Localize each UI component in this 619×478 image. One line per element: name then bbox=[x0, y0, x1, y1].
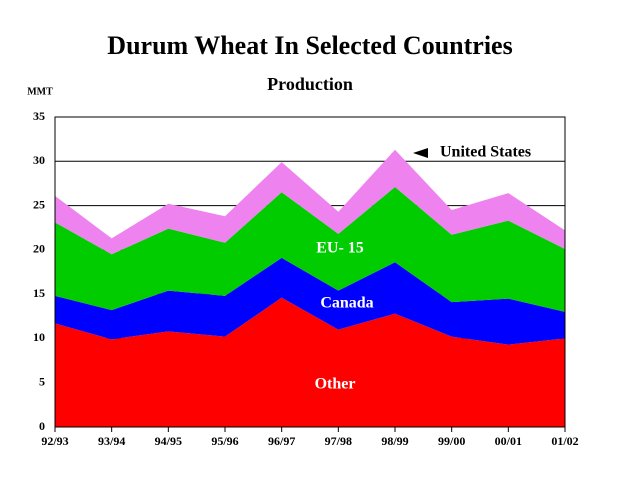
x-tick-label: 95/96 bbox=[211, 434, 238, 448]
x-tick-label: 00/01 bbox=[495, 434, 522, 448]
plot-frame bbox=[54, 116, 566, 428]
y-tick-label: 5 bbox=[39, 374, 45, 388]
y-tick-label: 15 bbox=[33, 286, 45, 300]
y-tick-label: 10 bbox=[33, 330, 45, 344]
area bbox=[55, 257, 565, 345]
x-tick-label: 93/94 bbox=[98, 434, 125, 448]
series-label: Other bbox=[315, 376, 356, 393]
area bbox=[55, 186, 565, 312]
x-tick-label: 92/93 bbox=[41, 434, 68, 448]
y-tick-label: 20 bbox=[33, 242, 45, 256]
y-tick-label: 30 bbox=[33, 153, 45, 167]
series-label: EU- 15 bbox=[316, 240, 364, 257]
y-tick-label: 25 bbox=[33, 197, 45, 211]
y-tick-label: 35 bbox=[33, 109, 45, 123]
series-label: United States bbox=[440, 144, 531, 161]
label-arrow bbox=[413, 148, 428, 158]
chart-title: Durum Wheat In Selected Countries bbox=[107, 31, 512, 60]
area bbox=[55, 149, 565, 255]
x-tick-label: 01/02 bbox=[551, 434, 578, 448]
x-tick-label: 99/00 bbox=[438, 434, 465, 448]
x-tick-label: 94/95 bbox=[155, 434, 182, 448]
y-axis-label: MMT bbox=[27, 86, 53, 97]
x-tick-label: 97/98 bbox=[325, 434, 352, 448]
x-tick-label: 96/97 bbox=[268, 434, 295, 448]
y-tick-label: 0 bbox=[39, 419, 45, 433]
series-label: Canada bbox=[320, 295, 373, 312]
area bbox=[55, 297, 565, 427]
chart-subtitle: Production bbox=[267, 74, 353, 94]
x-tick-label: 98/99 bbox=[381, 434, 408, 448]
